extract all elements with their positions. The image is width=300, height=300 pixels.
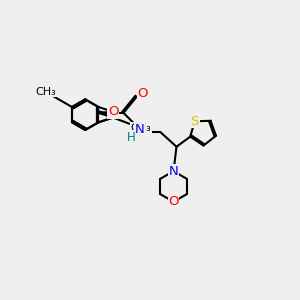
Text: O: O <box>108 105 118 118</box>
Text: CH₃: CH₃ <box>35 87 56 97</box>
Text: O: O <box>137 87 148 100</box>
Text: H: H <box>127 131 136 144</box>
Text: CH₃: CH₃ <box>130 123 151 133</box>
Text: S: S <box>190 115 199 128</box>
Text: N: N <box>135 123 145 136</box>
Text: N: N <box>169 165 178 178</box>
Text: O: O <box>168 195 179 208</box>
